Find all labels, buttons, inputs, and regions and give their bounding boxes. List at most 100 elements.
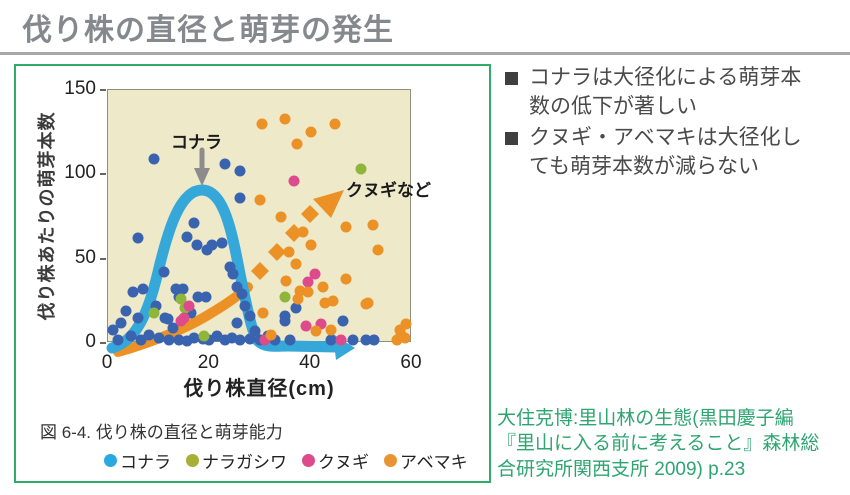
citation-text: 大住克博:里山林の生態(黒田慶子編『里山に入る前に考えること』森林総合研究所関西… (497, 408, 820, 480)
scatter-point-コナラ (239, 300, 251, 312)
scatter-point-コナラ (337, 315, 349, 327)
legend-item: クヌギ (302, 448, 369, 473)
scatter-point-コナラ (112, 334, 124, 346)
scatter-point-コナラ (234, 165, 246, 177)
scatter-point-コナラ (153, 332, 165, 344)
scatter-point-コナラ (201, 244, 213, 256)
legend-item: アベマキ (384, 448, 468, 473)
scatter-point-コナラ (231, 281, 243, 293)
plot-area: コナラ クヌギなど (106, 89, 431, 360)
scatter-point-アベマキ (319, 297, 331, 309)
scatter-point-アベマキ (360, 298, 372, 310)
orange-arrow-head (313, 190, 344, 218)
konara-pointer-head (194, 168, 210, 186)
scatter-point-アベマキ (257, 307, 269, 319)
scatter-point-アベマキ (275, 211, 287, 222)
scatter-point-アベマキ (279, 113, 291, 125)
y-tick-label: 50 (50, 247, 106, 269)
scatter-point-コナラ (227, 268, 239, 280)
scatter-point-コナラ (188, 217, 200, 229)
scatter-point-コナラ (181, 335, 193, 347)
scatter-point-コナラ (192, 291, 204, 303)
scatter-point-コナラ (236, 288, 248, 300)
legend-label: ナラガシワ (202, 453, 287, 472)
scatter-point-コナラ (244, 333, 256, 345)
scatter-point-ナラガシワ (355, 163, 367, 175)
scatter-point-コナラ (115, 317, 127, 329)
scatter-point-コナラ (290, 302, 302, 314)
scatter-point-コナラ (120, 305, 132, 317)
bullet-list: コナラは大径化による萌芽本数の低下が著しい クヌギ・アベマキは大径化しても萌芽本数… (505, 64, 835, 184)
scatter-point-アベマキ (280, 275, 292, 287)
scatter-point-アベマキ (291, 138, 303, 150)
y-axis-title: 伐り株あたりの萌芽本数 (37, 111, 57, 321)
scatter-point-クヌギ (175, 315, 187, 327)
scatter-point-アベマキ (305, 126, 317, 138)
scatter-point-クヌギ (183, 300, 195, 312)
scatter-point-コナラ (219, 334, 231, 346)
x-tick-label: 40 (299, 352, 321, 373)
scatter-point-コナラ (162, 313, 174, 325)
scatter-point-コナラ (234, 192, 246, 204)
x-tick-label: 20 (197, 352, 219, 373)
scatter-point-コナラ (279, 315, 291, 327)
scatter-point-アベマキ (292, 293, 304, 305)
x-tick-label: 60 (400, 352, 422, 373)
scatter-point-アベマキ (305, 239, 317, 251)
scatter-point-コナラ (135, 334, 147, 346)
scatter-point-アベマキ (400, 318, 412, 330)
scatter-point-アベマキ (283, 246, 295, 258)
scatter-point-コナラ (269, 334, 281, 346)
scatter-point-コナラ (188, 332, 200, 344)
scatter-point-コナラ (177, 283, 189, 295)
scatter-point-コナラ (185, 307, 197, 319)
scatter-point-コナラ (125, 330, 137, 342)
scatter-point-アベマキ (327, 295, 339, 307)
legend-label: コナラ (120, 453, 171, 472)
scatter-point-コナラ (203, 334, 215, 346)
bullet-square-icon (505, 72, 518, 85)
title-divider (0, 52, 850, 55)
scatter-point-アベマキ (254, 194, 266, 206)
scatter-point-コナラ (347, 334, 359, 346)
scatter-point-コナラ (158, 266, 170, 278)
legend-dot-icon (186, 454, 199, 467)
scatter-point-コナラ (231, 317, 243, 329)
scatter-point-アベマキ (290, 258, 302, 270)
orange-dash-diamond (268, 243, 286, 261)
scatter-point-クヌギ (302, 276, 314, 288)
bullet-text: クヌギ・アベマキは大径化しても萌芽本数が減らない (529, 126, 802, 178)
scatter-point-アベマキ (372, 244, 384, 256)
scatter-point-コナラ (137, 283, 149, 295)
scatter-point-アベマキ (317, 281, 329, 293)
scatter-point-クヌギ (288, 175, 300, 187)
scatter-point-コナラ (211, 330, 223, 342)
scatter-point-アベマキ (395, 329, 407, 341)
scatter-point-コナラ (132, 312, 144, 324)
y-tick-label: 150 (50, 78, 106, 100)
scatter-point-アベマキ (297, 226, 309, 238)
orange-dash-diamond (251, 262, 269, 280)
scatter-point-アベマキ (265, 329, 277, 341)
x-axis-title: 伐り株直径(cm) (183, 378, 335, 400)
scatter-point-コナラ (143, 329, 155, 341)
scatter-point-コナラ (173, 334, 185, 346)
scatter-point-アベマキ (367, 219, 379, 231)
scatter-point-コナラ (132, 232, 144, 244)
y-tick-label: 0 (50, 331, 106, 353)
scatter-point-アベマキ (329, 118, 341, 130)
scatter-point-ナラガシワ (198, 330, 210, 342)
scatter-point-コナラ (191, 239, 203, 251)
scatter-point-クヌギ (335, 334, 347, 346)
scatter-point-クヌギ (315, 318, 327, 330)
scatter-point-コナラ (284, 334, 296, 346)
scatter-point-コナラ (200, 291, 212, 303)
scatter-point-アベマキ (391, 334, 403, 346)
scatter-point-コナラ (368, 334, 380, 346)
legend-label: アベマキ (400, 453, 468, 472)
figure-panel: 伐り株あたりの萌芽本数 150 100 50 0 0 20 40 60 コナラ クヌギなど … (14, 64, 491, 483)
scatter-point-ナラガシワ (175, 293, 187, 305)
scatter-point-ナラガシワ (279, 291, 291, 303)
scatter-point-クヌギ (259, 334, 271, 346)
